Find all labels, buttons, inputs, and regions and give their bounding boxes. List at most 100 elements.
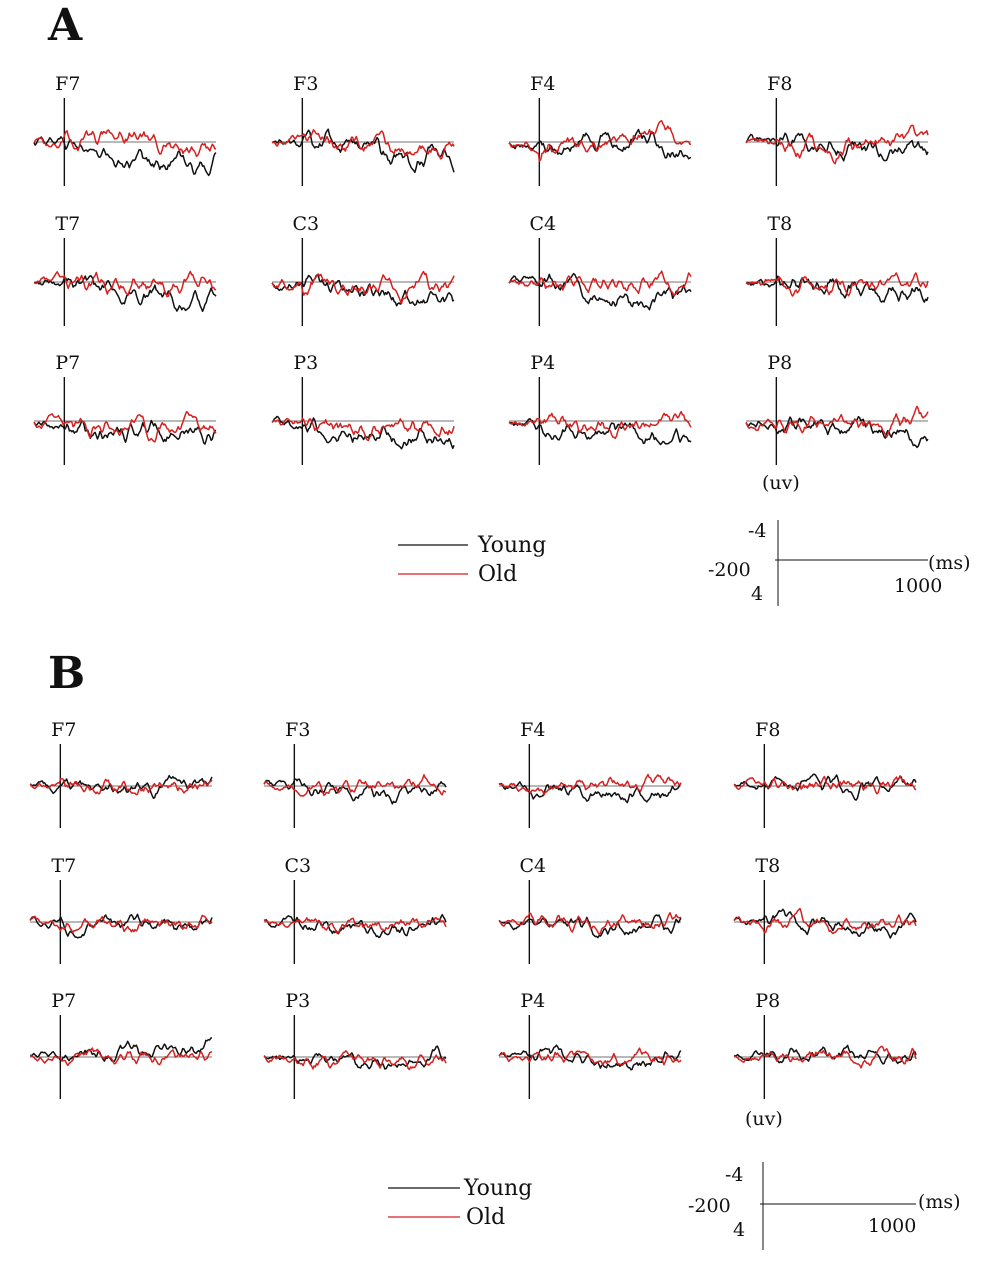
young-waveform	[745, 415, 929, 449]
channel-plot-p7: P7	[29, 990, 213, 1099]
scale-pos-label: 4	[751, 583, 763, 605]
channel-plot-f4: F4	[508, 73, 692, 186]
channel-label: C4	[529, 213, 556, 235]
channel-plot-p3: P3	[263, 990, 447, 1099]
scale-start-label: -200	[708, 559, 751, 581]
scale-end-label: 1000	[868, 1215, 916, 1237]
scale-end-label: 1000	[894, 575, 942, 597]
old-waveform	[271, 270, 455, 305]
scale-start-label: -200	[688, 1195, 731, 1217]
channel-plot-p4: P4	[508, 352, 692, 465]
young-waveform	[33, 136, 217, 177]
scale-time-unit: (ms)	[928, 552, 971, 574]
panel-label-b: B	[48, 648, 85, 699]
panel-b-plots: F7 F3 F4 F8 T7 C3 C4 T8 P7 P3 P4 P8	[29, 719, 917, 1099]
old-waveform	[733, 1045, 917, 1069]
young-waveform	[733, 773, 917, 801]
channel-plot-f3: F3	[263, 719, 447, 828]
channel-label: P3	[293, 352, 318, 374]
channel-plot-f7: F7	[33, 73, 217, 186]
channel-label: T7	[51, 855, 76, 877]
old-waveform	[271, 417, 455, 442]
old-waveform	[745, 405, 929, 438]
channel-label: T8	[755, 855, 780, 877]
scale-unit-label: (uv)	[762, 472, 800, 494]
old-waveform	[498, 773, 682, 796]
old-waveform	[508, 270, 692, 297]
channel-plot-p7: P7	[33, 352, 217, 465]
channel-plot-t8: T8	[745, 213, 929, 326]
legend-young-label: Young	[463, 1176, 532, 1201]
old-waveform	[498, 912, 682, 936]
channel-label: T8	[767, 213, 792, 235]
channel-label: P4	[530, 352, 555, 374]
old-waveform	[263, 774, 447, 797]
channel-label: F7	[55, 73, 80, 95]
old-waveform	[29, 778, 213, 796]
young-waveform	[508, 417, 692, 446]
channel-plot-t8: T8	[733, 855, 917, 964]
panel-b-scale-bar: (uv) -4 -200 4 1000 (ms)	[688, 1108, 961, 1250]
channel-plot-c4: C4	[498, 855, 682, 964]
old-waveform	[33, 129, 217, 158]
young-waveform	[508, 128, 692, 160]
legend-old-label: Old	[466, 1205, 505, 1230]
young-waveform	[508, 272, 692, 311]
old-waveform	[33, 270, 217, 298]
channel-label: F7	[51, 719, 76, 741]
channel-label: T7	[55, 213, 80, 235]
old-waveform	[263, 1050, 447, 1071]
scale-time-unit: (ms)	[918, 1191, 961, 1213]
old-waveform	[733, 775, 917, 795]
old-waveform	[508, 120, 692, 163]
young-waveform	[745, 132, 929, 162]
scale-neg-label: -4	[725, 1164, 744, 1186]
channel-label: C3	[292, 213, 319, 235]
young-waveform	[263, 1045, 447, 1070]
young-waveform	[271, 128, 455, 174]
channel-label: P8	[767, 352, 792, 374]
channel-label: F4	[530, 73, 555, 95]
panel-b-legend: Young Old	[388, 1176, 532, 1230]
channel-plot-t7: T7	[29, 855, 213, 964]
channel-label: P7	[51, 990, 76, 1012]
channel-plot-c3: C3	[271, 213, 455, 326]
channel-plot-p3: P3	[271, 352, 455, 465]
channel-label: F8	[767, 73, 792, 95]
channel-plot-f4: F4	[498, 719, 682, 828]
channel-plot-c3: C3	[263, 855, 447, 964]
old-waveform	[745, 272, 929, 297]
old-waveform	[29, 914, 213, 934]
channel-label: P4	[520, 990, 545, 1012]
old-waveform	[498, 1047, 682, 1066]
old-waveform	[33, 410, 217, 443]
young-waveform	[271, 415, 455, 450]
old-waveform	[508, 410, 692, 440]
panel-a-scale-bar: (uv) -4 -200 4 1000 (ms)	[708, 472, 971, 606]
old-waveform	[733, 907, 917, 935]
channel-label: F8	[755, 719, 780, 741]
young-waveform	[29, 1037, 213, 1063]
channel-plot-c4: C4	[508, 213, 692, 326]
legend-young-label: Young	[477, 533, 546, 558]
channel-plot-f3: F3	[271, 73, 455, 186]
young-waveform	[33, 275, 217, 313]
channel-label: P3	[285, 990, 310, 1012]
channel-label: C3	[284, 855, 311, 877]
channel-plot-p4: P4	[498, 990, 682, 1099]
channel-plot-t7: T7	[33, 213, 217, 326]
panel-a-plots: F7 F3 F4 F8 T7 C3 C4 T8 P7 P3 P4 P8	[33, 73, 929, 465]
channel-plot-p8: P8	[733, 990, 917, 1099]
channel-plot-f8: F8	[733, 719, 917, 828]
panel-label-a: A	[47, 0, 83, 51]
old-waveform	[271, 129, 455, 160]
channel-label: P7	[55, 352, 80, 374]
old-waveform	[263, 917, 447, 935]
channel-label: F4	[520, 719, 545, 741]
old-waveform	[745, 124, 929, 165]
channel-plot-p8: P8	[745, 352, 929, 465]
scale-unit-label: (uv)	[745, 1108, 783, 1130]
channel-label: P8	[755, 990, 780, 1012]
channel-label: C4	[519, 855, 546, 877]
